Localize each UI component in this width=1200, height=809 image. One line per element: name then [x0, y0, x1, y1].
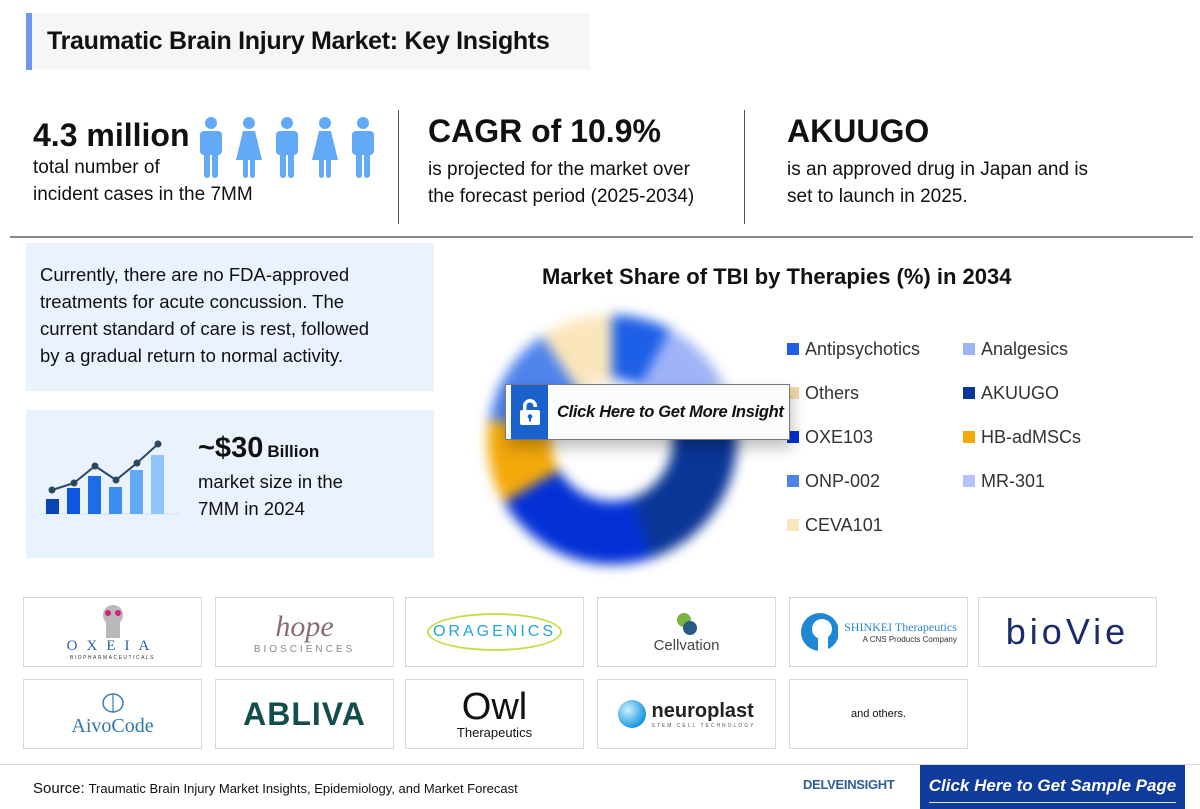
people-icon [197, 116, 377, 180]
info-line: Currently, there are no FDA-approved [40, 264, 350, 285]
legend-swatch [963, 343, 975, 355]
company-logo-hope: hope BIOSCIENCES [215, 597, 394, 667]
company-logo-aivocode: AivoCode [23, 679, 202, 749]
get-sample-page-button[interactable]: Click Here to Get Sample Page [920, 765, 1185, 809]
info-line: by a gradual return to normal activity. [40, 345, 343, 366]
get-more-insight-button[interactable]: Click Here to Get More Insight [505, 384, 790, 440]
legend-swatch [787, 387, 799, 399]
stat-line: incident cases in the 7MM [33, 184, 253, 205]
brain-icon [101, 692, 124, 713]
stat-headline: CAGR of 10.9% [428, 113, 661, 149]
market-size-line: market size in the [198, 471, 343, 492]
divider [744, 110, 745, 224]
standard-of-care-box: Currently, there are no FDA-approved tre… [26, 243, 434, 391]
market-size-unit: Billion [267, 442, 320, 461]
stat-headline: AKUUGO [787, 113, 930, 149]
legend-item: MR-301 [963, 470, 1113, 492]
male-icon [200, 117, 222, 178]
delveinsight-logo: DELVEINSIGHT [803, 777, 895, 792]
dna-head-icon [676, 612, 697, 635]
donut-chart [487, 314, 737, 565]
market-size-number: ~$30 [198, 432, 264, 464]
legend-item: Analgesics [963, 338, 1113, 360]
stat-akuugo: AKUUGO is an approved drug in Japan and … [787, 112, 1088, 210]
insight-button-label: Click Here to Get More Insight [557, 402, 784, 421]
stat-headline: 4.3 million [33, 117, 190, 153]
stat-line: set to launch in 2025. [787, 186, 968, 207]
head-icon [102, 604, 123, 638]
legend-item: AKUUGO [963, 382, 1113, 404]
female-icon [312, 117, 338, 178]
female-icon [236, 117, 262, 178]
company-logo-cellvation: Cellvation [597, 597, 776, 667]
company-logo-neuroplast: neuroplast STEM CELL TECHNOLOGY [597, 679, 776, 749]
growth-chart-icon [38, 440, 180, 515]
legend-swatch [787, 475, 799, 487]
legend-swatch [963, 475, 975, 487]
legend-item: CEVA101 [787, 514, 963, 536]
legend-item: Others [787, 382, 963, 404]
stat-line: total number of [33, 157, 160, 178]
stat-incident-cases: 4.3 million total number of incident cas… [33, 116, 253, 208]
market-size-value: ~$30 Billion [198, 432, 319, 465]
unlock-icon [506, 385, 548, 439]
market-size-desc: market size in the 7MM in 2024 [198, 468, 343, 522]
brain-circuit-icon [801, 613, 839, 651]
legend-item: ONP-002 [787, 470, 963, 492]
section-divider [10, 236, 1193, 238]
source-citation: Source: Traumatic Brain Injury Market In… [33, 780, 518, 797]
market-size-box: ~$30 Billion market size in the 7MM in 20… [26, 410, 434, 558]
info-line: current standard of care is rest, follow… [40, 318, 370, 339]
male-icon [352, 117, 374, 178]
company-logo-oragenics: ORAGENICS [405, 597, 584, 667]
company-logo-oxeia: OXEIA BIOPHARMACEUTICALS [23, 597, 202, 667]
footer-divider [0, 764, 1200, 765]
company-logo-abliva: ABLIVA [215, 679, 394, 749]
and-others-box: and others. [789, 679, 968, 749]
stat-line: is an approved drug in Japan and is [787, 159, 1089, 180]
legend-swatch [963, 431, 975, 443]
legend-item: OXE103 [787, 426, 963, 448]
legend-swatch [787, 519, 799, 531]
company-logo-owl: Owl Therapeutics [405, 679, 584, 749]
chart-legend: Antipsychotics Analgesics Others AKUUGO … [787, 338, 1113, 536]
legend-item: HB-adMSCs [963, 426, 1113, 448]
page-title-bar: Traumatic Brain Injury Market: Key Insig… [26, 13, 590, 70]
chart-title: Market Share of TBI by Therapies (%) in … [542, 264, 1012, 289]
stat-line: is projected for the market over [428, 159, 690, 180]
page-title: Traumatic Brain Injury Market: Key Insig… [47, 27, 550, 55]
divider [398, 110, 399, 224]
stat-line: the forecast period (2025-2034) [428, 186, 695, 207]
legend-swatch [787, 343, 799, 355]
legend-item: Antipsychotics [787, 338, 963, 360]
male-icon [276, 117, 298, 178]
company-logo-biovie: bioVie [978, 597, 1157, 667]
company-logo-shinkei: SHINKEI Therapeutics A CNS Products Comp… [789, 597, 968, 667]
stat-cagr: CAGR of 10.9% is projected for the marke… [428, 112, 694, 210]
info-line: treatments for acute concussion. The [40, 291, 345, 312]
market-size-line: 7MM in 2024 [198, 498, 305, 519]
legend-swatch [787, 431, 799, 443]
sphere-icon [617, 700, 646, 728]
legend-swatch [963, 387, 975, 399]
sample-button-label: Click Here to Get Sample Page [928, 772, 1177, 803]
